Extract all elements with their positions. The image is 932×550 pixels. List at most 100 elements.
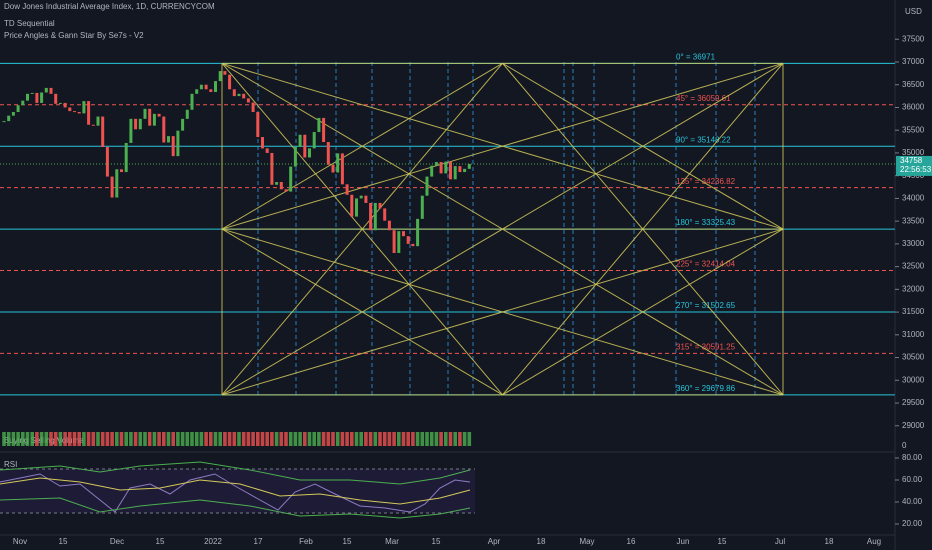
- x-tick-label: 15: [59, 537, 68, 546]
- gann-level-label: 315° = 30591.25: [676, 343, 736, 352]
- volume-bar: [82, 432, 86, 446]
- volume-bar: [260, 432, 265, 446]
- candle-body: [434, 162, 438, 166]
- volume-bar: [444, 432, 448, 446]
- candle-body: [251, 102, 255, 113]
- volume-bar: [298, 432, 302, 446]
- volume-bar: [58, 432, 63, 446]
- x-tick-label: 15: [432, 537, 441, 546]
- volume-bar: [171, 432, 175, 446]
- candle-body: [21, 100, 25, 106]
- candle-body: [26, 93, 29, 101]
- candle-body: [87, 101, 91, 125]
- candle-body: [312, 132, 316, 149]
- volume-bar: [68, 432, 72, 446]
- candle-body: [167, 136, 170, 143]
- y-tick-label: 29500: [902, 398, 925, 407]
- x-tick-label: Aug: [867, 537, 881, 546]
- volume-bar: [152, 432, 157, 446]
- volume-bar: [49, 432, 53, 446]
- y-tick-label: 37500: [902, 34, 925, 43]
- x-tick-label: Apr: [488, 537, 501, 546]
- x-tick-label: 2022: [204, 537, 222, 546]
- volume-bar: [331, 432, 335, 446]
- volume-bar: [317, 432, 321, 446]
- volume-bar: [25, 432, 30, 446]
- volume-bar: [86, 432, 91, 446]
- candle-body: [171, 136, 175, 157]
- candle-body: [54, 93, 58, 104]
- candle-body: [148, 108, 152, 126]
- candle-body: [7, 115, 11, 122]
- y-tick-label: 35000: [902, 148, 925, 157]
- candle-body: [284, 189, 288, 192]
- last-price: 34758: [900, 156, 923, 165]
- gann-level-label: 180° = 33325.43: [676, 218, 736, 227]
- candle-body: [11, 112, 15, 116]
- candle-body: [336, 153, 340, 173]
- candle-body: [218, 71, 222, 82]
- y-tick-label: 35500: [902, 125, 925, 134]
- volume-bar: [11, 432, 16, 446]
- last-price-tag: [896, 155, 932, 176]
- candle-body: [185, 109, 189, 119]
- x-tick-label: 15: [156, 537, 165, 546]
- y-tick-label: 31000: [902, 330, 925, 339]
- volume-bar: [448, 432, 453, 446]
- volume-bar: [288, 432, 293, 446]
- y-tick-label: 32000: [902, 284, 925, 293]
- candle-body: [411, 243, 415, 247]
- volume-bar: [373, 432, 378, 446]
- gann-level-label: 135° = 34236.82: [676, 177, 736, 186]
- volume-bar: [425, 432, 429, 446]
- candle-body: [458, 166, 462, 173]
- y-tick-label: 34000: [902, 194, 925, 203]
- volume-bar: [256, 432, 260, 446]
- candle-body: [2, 121, 6, 123]
- x-tick-label: 18: [825, 537, 834, 546]
- volume-bar: [194, 432, 199, 446]
- gann-level-label: 45° = 36059.61: [676, 94, 731, 103]
- candle-body: [40, 92, 44, 103]
- y-tick-label: 33000: [902, 239, 925, 248]
- volume-bar: [387, 432, 392, 446]
- volume-bar: [420, 432, 425, 446]
- candle-body: [30, 92, 34, 94]
- candle-body: [453, 166, 457, 180]
- candle-body: [157, 113, 161, 117]
- candle-body: [355, 198, 358, 217]
- candle-body: [378, 202, 382, 209]
- candle-body: [345, 184, 349, 195]
- x-tick-label: 16: [627, 537, 636, 546]
- rsi-ma: [0, 477, 471, 505]
- volume-bar: [124, 432, 128, 446]
- volume-bar: [176, 432, 180, 446]
- candle-body: [317, 117, 321, 133]
- volume-title: Buying Selling Volume: [4, 436, 84, 445]
- candle-body: [402, 231, 405, 237]
- candle-body: [383, 208, 387, 221]
- chart-title: Dow Jones Industrial Average Index, 1D, …: [4, 2, 215, 11]
- candle-body: [270, 152, 274, 185]
- candle-body: [44, 87, 48, 93]
- candle-body: [120, 169, 123, 173]
- candle-body: [110, 176, 114, 198]
- volume-bar: [406, 432, 410, 446]
- volume-bar: [115, 432, 119, 446]
- candle-body: [449, 161, 452, 180]
- candle-body: [406, 236, 410, 244]
- candle-body: [463, 168, 467, 173]
- volume-bar: [91, 432, 96, 446]
- volume-bar: [180, 432, 185, 446]
- volume-bar: [307, 432, 312, 446]
- candle-body: [387, 220, 391, 231]
- rsi-line: [0, 473, 471, 513]
- volume-bar: [340, 432, 345, 446]
- gann-level-label: 270° = 31502.65: [676, 301, 736, 310]
- volume-bar: [21, 432, 25, 446]
- volume-bar: [119, 432, 124, 446]
- volume-bar: [223, 432, 227, 446]
- candle-body: [369, 202, 373, 231]
- candle-body: [152, 113, 156, 126]
